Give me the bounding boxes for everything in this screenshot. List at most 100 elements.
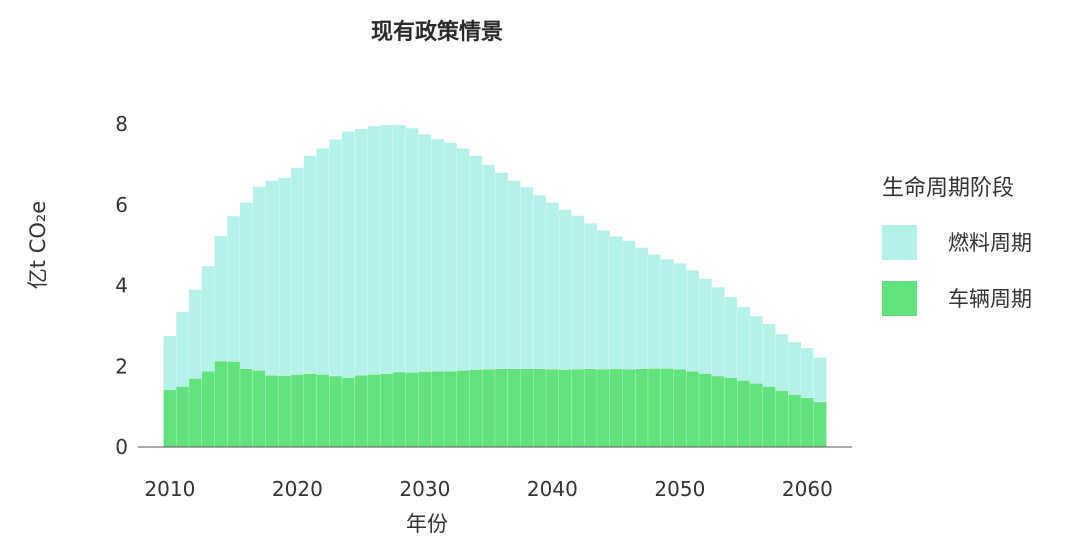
bar-fuel-cycle-2012 (188, 289, 203, 379)
bar-vehicle-cycle-2041 (558, 369, 572, 448)
bar-vehicle-cycle-2022 (316, 374, 330, 448)
bar-vehicle-cycle-2036 (494, 368, 509, 448)
bar-fuel-cycle-2056 (749, 315, 764, 384)
bar-fuel-cycle-2014 (214, 235, 228, 362)
bar-fuel-cycle-2061 (813, 357, 827, 403)
ticks-layer: 2010 2020 2030 2040 2050 2060 0 2 4 6 8 (115, 112, 833, 501)
bar-vehicle-cycle-2052 (698, 373, 713, 448)
bar-vehicle-cycle-2015 (226, 361, 241, 448)
bar-fuel-cycle-2019 (277, 177, 292, 376)
legend-label-fuel-cycle: 燃料周期 (948, 231, 1032, 255)
bar-vehicle-cycle-2010 (163, 389, 177, 448)
bar-fuel-cycle-2030 (418, 133, 432, 372)
y-tick-label: 2 (115, 354, 128, 378)
bar-vehicle-cycle-2055 (736, 380, 751, 448)
bar-vehicle-cycle-2023 (328, 375, 343, 448)
bar-fuel-cycle-2010 (163, 335, 177, 390)
bar-fuel-cycle-2025 (354, 128, 368, 376)
bar-fuel-cycle-2029 (405, 127, 419, 373)
bar-vehicle-cycle-2058 (775, 390, 789, 448)
bar-vehicle-cycle-2033 (456, 370, 470, 448)
bar-vehicle-cycle-2014 (214, 360, 228, 448)
bar-vehicle-cycle-2026 (367, 374, 381, 448)
bar-fuel-cycle-2046 (622, 240, 636, 370)
bar-vehicle-cycle-2020 (290, 374, 305, 448)
bar-vehicle-cycle-2019 (277, 375, 292, 448)
bar-vehicle-cycle-2034 (469, 369, 483, 448)
bar-vehicle-cycle-2051 (685, 370, 700, 448)
bar-vehicle-cycle-2044 (596, 368, 611, 448)
bar-fuel-cycle-2034 (469, 155, 483, 370)
bar-fuel-cycle-2032 (443, 142, 458, 372)
bar-vehicle-cycle-2031 (430, 370, 445, 448)
bar-vehicle-cycle-2037 (507, 368, 521, 448)
bar-fuel-cycle-2057 (762, 323, 776, 387)
bar-fuel-cycle-2031 (430, 138, 445, 372)
legend-swatch-fuel-cycle (882, 224, 917, 260)
y-tick-label: 6 (115, 193, 128, 217)
bar-fuel-cycle-2024 (341, 131, 356, 378)
bar-fuel-cycle-2027 (379, 124, 394, 374)
bar-vehicle-cycle-2025 (354, 374, 368, 448)
bar-fuel-cycle-2026 (367, 125, 381, 375)
bar-fuel-cycle-2017 (252, 186, 266, 371)
bar-vehicle-cycle-2038 (520, 368, 534, 448)
bar-fuel-cycle-2015 (226, 215, 241, 362)
bar-vehicle-cycle-2056 (749, 382, 764, 448)
bar-vehicle-cycle-2021 (303, 373, 317, 448)
bar-vehicle-cycle-2042 (571, 368, 585, 448)
bar-vehicle-cycle-2048 (647, 368, 662, 448)
bar-vehicle-cycle-2029 (405, 372, 419, 448)
bar-fuel-cycle-2040 (545, 202, 560, 370)
bar-fuel-cycle-2050 (673, 263, 687, 370)
bar-vehicle-cycle-2047 (634, 368, 649, 448)
bar-fuel-cycle-2053 (711, 286, 725, 377)
legend-title: 生命周期阶段 (882, 176, 1015, 201)
bar-fuel-cycle-2052 (698, 278, 713, 374)
bar-fuel-cycle-2021 (303, 155, 317, 374)
bar-fuel-cycle-2041 (558, 209, 572, 370)
x-tick-label: 2050 (654, 477, 705, 501)
bar-vehicle-cycle-2028 (392, 371, 407, 448)
bar-fuel-cycle-2059 (787, 341, 802, 395)
bar-vehicle-cycle-2013 (201, 370, 215, 448)
bar-fuel-cycle-2028 (392, 124, 407, 373)
bar-fuel-cycle-2022 (316, 148, 330, 375)
bar-vehicle-cycle-2027 (379, 373, 394, 448)
bar-fuel-cycle-2051 (685, 269, 700, 372)
bar-vehicle-cycle-2061 (813, 401, 827, 448)
x-tick-label: 2010 (144, 477, 195, 501)
y-axis-title: 亿t CO₂e (26, 201, 50, 289)
y-tick-label: 0 (115, 435, 128, 459)
bar-fuel-cycle-2013 (201, 265, 215, 372)
bar-vehicle-cycle-2016 (239, 368, 254, 448)
x-tick-label: 2060 (782, 477, 833, 501)
bar-fuel-cycle-2035 (481, 164, 496, 370)
bars-layer (163, 124, 827, 448)
bar-vehicle-cycle-2059 (787, 394, 802, 448)
bar-vehicle-cycle-2043 (583, 368, 598, 448)
bar-vehicle-cycle-2032 (443, 370, 458, 448)
bar-fuel-cycle-2020 (290, 167, 305, 375)
bar-vehicle-cycle-2024 (341, 377, 356, 448)
chart-title: 现有政策情景 (370, 20, 504, 45)
y-tick-label: 4 (115, 274, 128, 298)
bar-vehicle-cycle-2045 (609, 368, 623, 448)
bar-vehicle-cycle-2035 (481, 368, 496, 448)
legend-swatch-vehicle-cycle (882, 280, 917, 316)
bar-vehicle-cycle-2060 (800, 397, 815, 448)
bar-fuel-cycle-2044 (596, 229, 611, 370)
bar-fuel-cycle-2039 (532, 194, 547, 370)
bar-fuel-cycle-2018 (265, 180, 279, 376)
x-tick-label: 2020 (272, 477, 323, 501)
bar-vehicle-cycle-2057 (762, 386, 776, 448)
bar-vehicle-cycle-2039 (532, 368, 547, 448)
legend-item-fuel-cycle: 燃料周期 (882, 224, 1072, 260)
bar-fuel-cycle-2038 (520, 186, 534, 370)
bar-fuel-cycle-2058 (775, 333, 789, 391)
bar-vehicle-cycle-2050 (673, 368, 687, 448)
bar-vehicle-cycle-2012 (188, 378, 203, 448)
bar-vehicle-cycle-2049 (660, 368, 674, 448)
bar-fuel-cycle-2042 (571, 215, 585, 370)
